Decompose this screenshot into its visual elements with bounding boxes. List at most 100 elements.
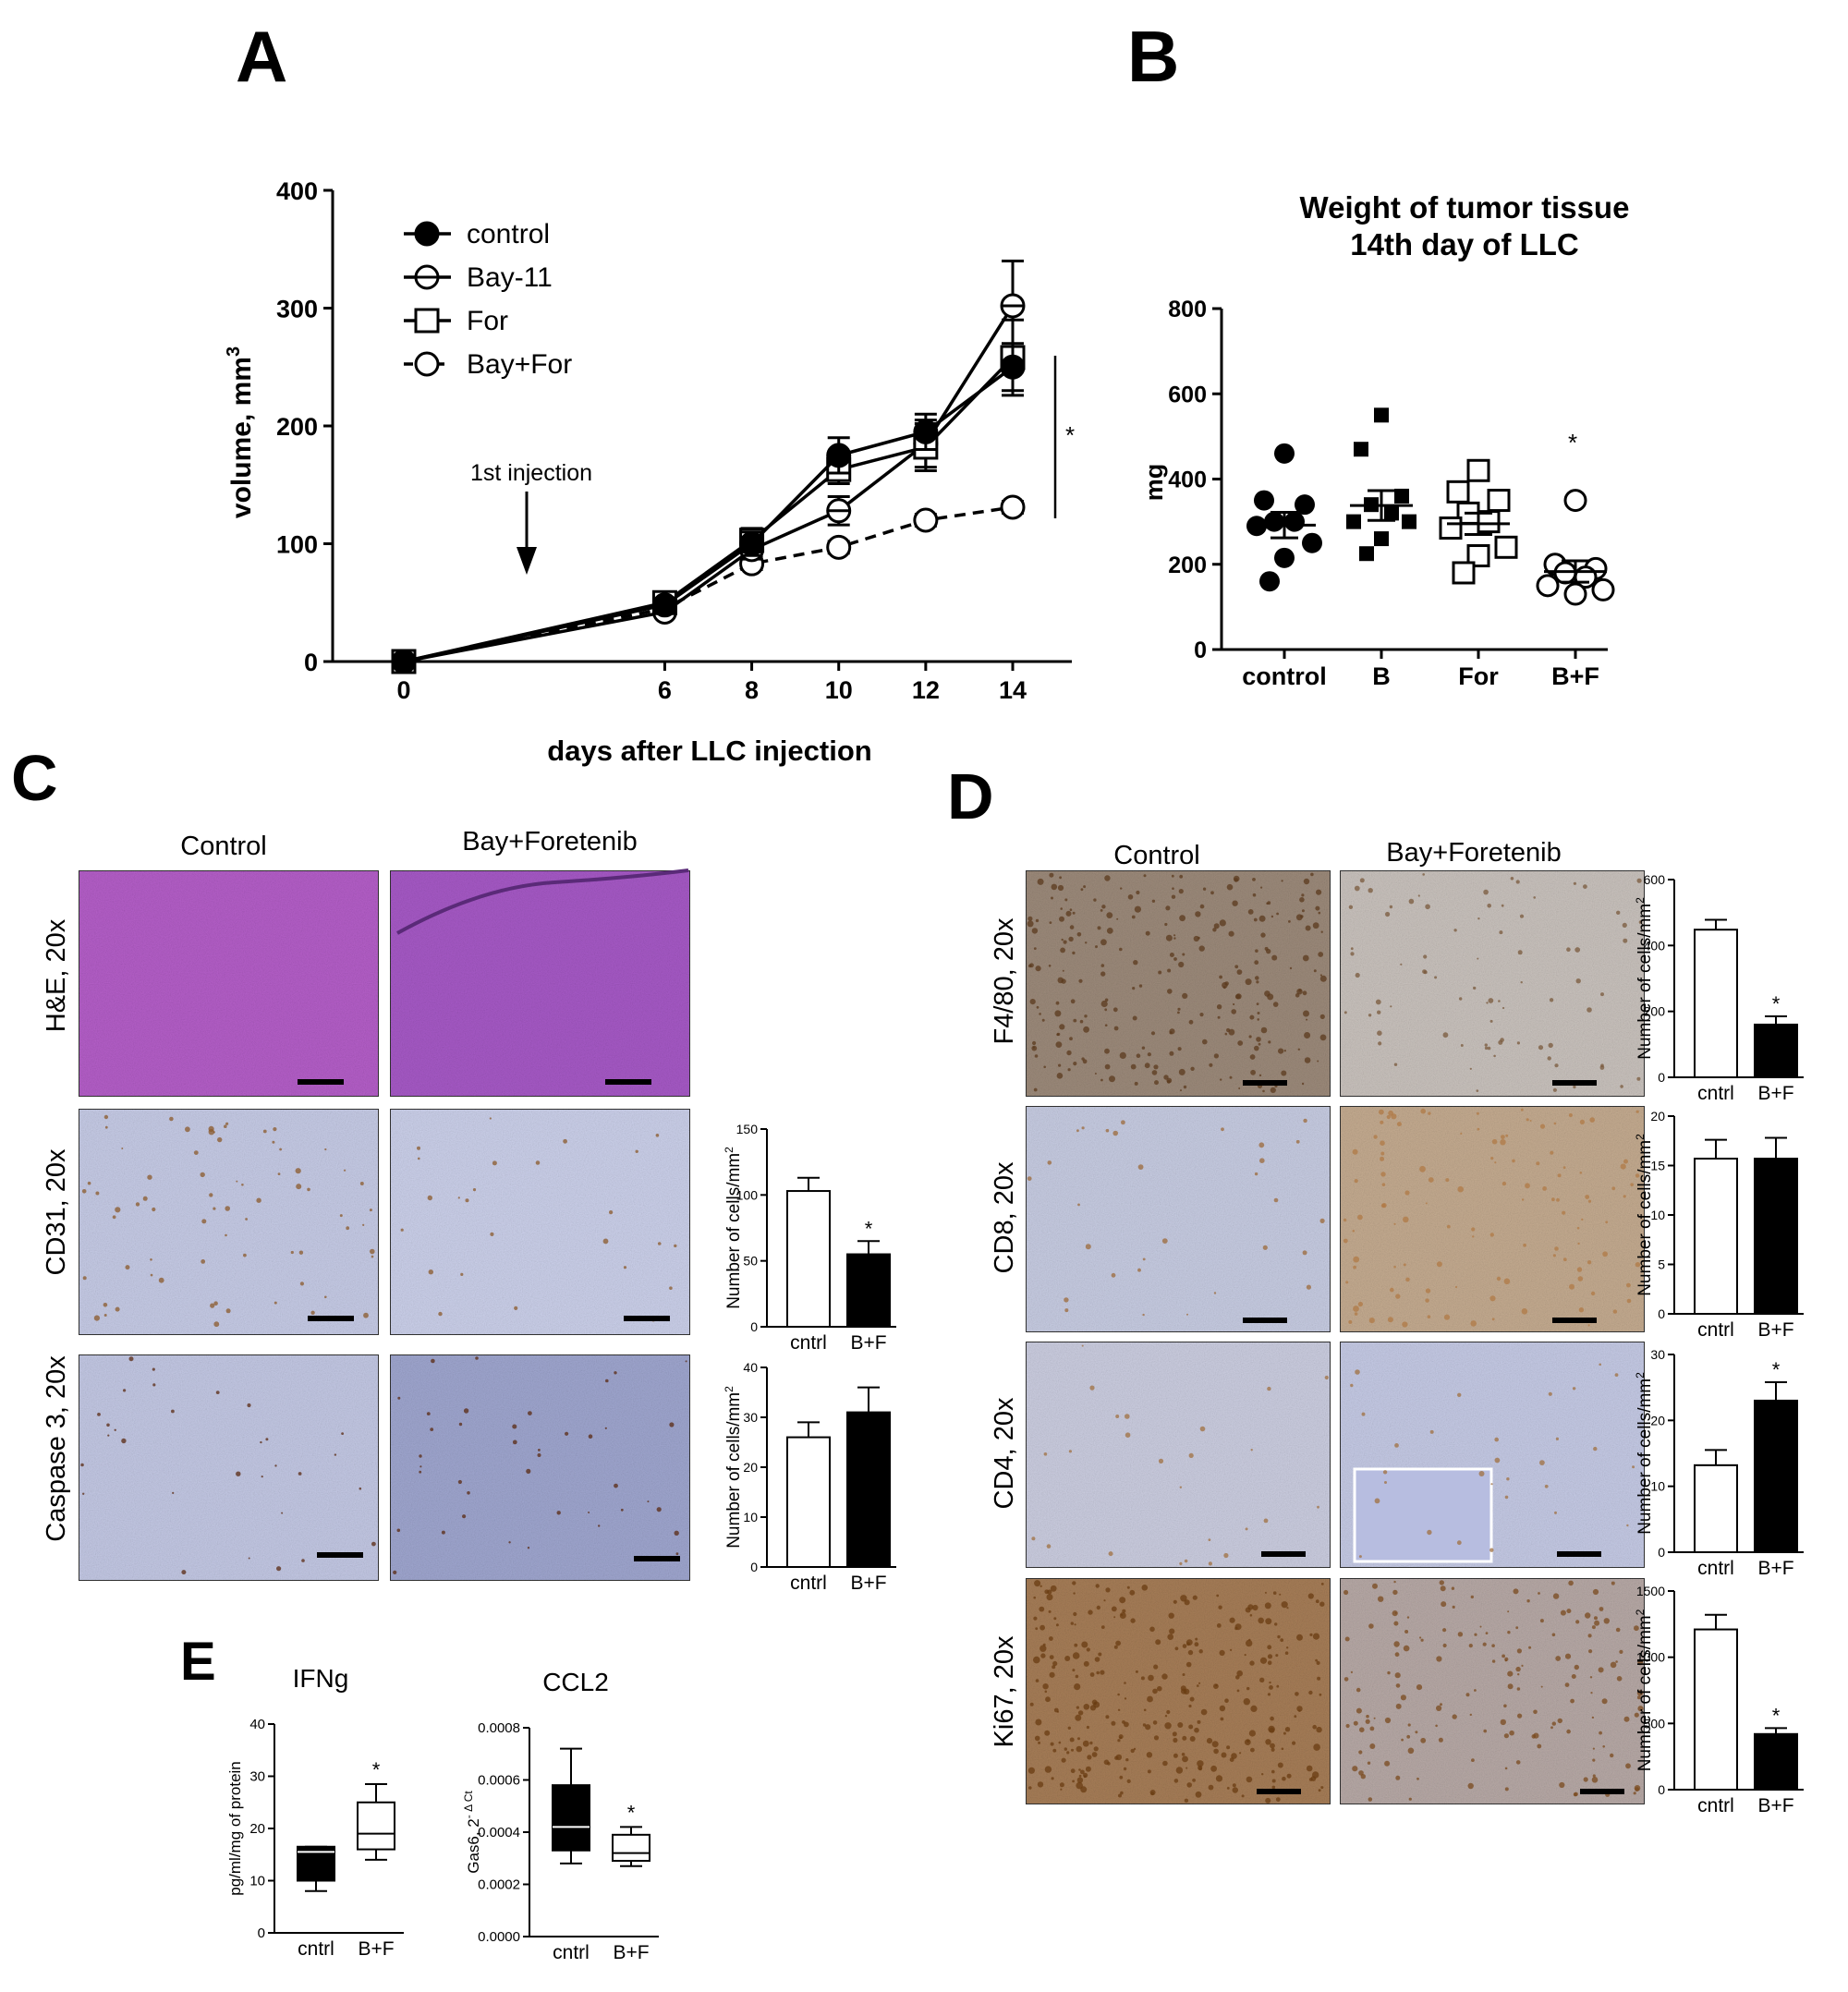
stain-speck bbox=[1077, 1203, 1080, 1207]
chart-b-ytick-label: 400 bbox=[1168, 468, 1207, 493]
chart-a-legend-label: Bay-11 bbox=[467, 262, 553, 293]
stain-speck bbox=[1393, 1580, 1396, 1584]
stain-speck bbox=[1319, 1014, 1325, 1019]
scale-bar bbox=[1552, 1318, 1597, 1323]
stain-speck bbox=[1172, 1731, 1177, 1737]
stain-speck bbox=[1350, 1670, 1353, 1673]
stain-speck bbox=[1040, 1653, 1046, 1658]
stain-speck bbox=[1149, 1626, 1155, 1633]
stain-speck bbox=[1035, 966, 1041, 972]
stain-speck bbox=[1548, 1042, 1553, 1049]
micrograph-c-cd31-control bbox=[78, 1108, 380, 1336]
stain-speck bbox=[1439, 1580, 1445, 1585]
stain-speck bbox=[1416, 1777, 1419, 1780]
panel-d-stain-dots bbox=[1027, 872, 1644, 1804]
stain-speck bbox=[1393, 1063, 1398, 1066]
stain-speck bbox=[1100, 1625, 1105, 1629]
chart-b-point bbox=[1487, 489, 1511, 513]
stain-speck bbox=[1490, 1483, 1493, 1486]
stain-speck bbox=[669, 1286, 673, 1290]
stain-speck bbox=[1496, 1276, 1502, 1281]
stain-speck bbox=[1404, 1190, 1410, 1196]
stain-speck bbox=[1241, 1794, 1245, 1798]
small-chart-bar-cntrl bbox=[1694, 1628, 1738, 1791]
small-chart-ytick-label: 500 bbox=[1644, 1716, 1666, 1731]
stain-speck bbox=[1377, 1030, 1382, 1036]
stain-speck bbox=[1148, 1674, 1154, 1682]
stain-speck bbox=[1045, 1696, 1051, 1703]
stain-speck bbox=[95, 1191, 100, 1196]
stain-speck bbox=[1178, 1068, 1185, 1075]
stain-speck bbox=[1536, 1161, 1540, 1166]
stain-speck bbox=[1182, 1735, 1187, 1741]
stain-speck bbox=[647, 1500, 650, 1503]
chart-a-tumor-volume: 0 100 200 300 400 0 6 8 10 12 14 control Bay-11 For B… bbox=[224, 177, 1075, 767]
chart-a-xtick-label: 12 bbox=[912, 676, 940, 704]
stain-speck bbox=[1443, 1314, 1451, 1320]
scale-bar bbox=[308, 1316, 354, 1321]
stain-speck bbox=[1494, 1457, 1501, 1464]
stain-speck bbox=[1400, 1694, 1406, 1701]
stain-speck bbox=[369, 1209, 372, 1212]
stain-speck bbox=[1069, 908, 1073, 911]
stain-speck bbox=[1276, 912, 1279, 916]
stain-speck bbox=[1366, 1714, 1369, 1719]
stain-speck bbox=[1602, 1745, 1605, 1748]
stain-speck bbox=[1601, 1698, 1608, 1705]
stain-speck bbox=[1233, 1002, 1235, 1006]
stain-speck bbox=[1271, 954, 1278, 961]
stain-speck bbox=[1083, 1660, 1089, 1667]
stain-speck bbox=[1515, 1666, 1521, 1672]
stain-speck bbox=[1120, 887, 1123, 890]
stain-speck bbox=[1633, 1792, 1636, 1795]
stain-speck bbox=[1471, 1227, 1476, 1232]
stain-speck bbox=[1554, 1063, 1559, 1068]
stain-speck bbox=[1065, 910, 1072, 917]
stain-speck bbox=[1072, 1581, 1076, 1585]
chart-b-point bbox=[1374, 531, 1389, 547]
chart-b-ytick-label: 200 bbox=[1168, 553, 1207, 578]
stain-speck bbox=[260, 1440, 262, 1444]
stain-speck bbox=[1557, 1718, 1563, 1724]
chart-b-point bbox=[1295, 494, 1315, 516]
small-chart-xtick-label: cntrl bbox=[790, 1332, 827, 1354]
stain-speck bbox=[114, 1428, 116, 1432]
scale-bar bbox=[1261, 1551, 1306, 1557]
chart-c-casp3: 0 10 20 30 40 cntrl B+F Number of cells/mm2 bbox=[723, 1360, 896, 1594]
stain-speck bbox=[1219, 1705, 1226, 1712]
stain-speck bbox=[1283, 1050, 1287, 1052]
stain-speck bbox=[1177, 1722, 1184, 1728]
stain-speck bbox=[1469, 1067, 1472, 1070]
stain-speck bbox=[1491, 1659, 1496, 1663]
stain-speck bbox=[1478, 1471, 1485, 1476]
stain-speck bbox=[1305, 925, 1311, 931]
stain-speck bbox=[1058, 1063, 1062, 1067]
stain-speck bbox=[1256, 980, 1259, 984]
small-chart-ylabel-base: Number of cells/mm bbox=[1635, 1140, 1655, 1296]
stain-speck bbox=[1195, 1637, 1198, 1641]
stain-speck bbox=[1052, 1665, 1056, 1670]
stain-speck bbox=[1064, 898, 1068, 902]
stain-speck bbox=[299, 1281, 304, 1286]
stain-speck bbox=[1599, 1607, 1604, 1611]
stain-speck bbox=[1420, 1108, 1426, 1114]
stain-speck bbox=[1073, 1062, 1077, 1066]
stain-speck bbox=[1551, 1633, 1556, 1637]
stain-speck bbox=[1260, 1026, 1268, 1034]
stain-speck bbox=[1068, 936, 1074, 942]
stain-speck bbox=[1173, 934, 1176, 937]
stain-speck bbox=[1052, 1748, 1057, 1753]
stain-speck bbox=[1623, 1716, 1630, 1722]
stain-speck bbox=[1315, 1658, 1318, 1662]
stain-speck bbox=[1236, 1670, 1243, 1677]
stain-speck bbox=[1198, 936, 1200, 940]
stain-speck bbox=[1096, 1670, 1100, 1675]
chart-b-ytick-label: 0 bbox=[1194, 638, 1207, 663]
stain-speck bbox=[1474, 1689, 1477, 1692]
stain-speck bbox=[1637, 1659, 1644, 1666]
stain-speck bbox=[1041, 1018, 1045, 1022]
stain-speck bbox=[1185, 1661, 1192, 1668]
stain-speck bbox=[417, 1146, 420, 1150]
chart-a-annotation: 1st injection bbox=[470, 460, 592, 486]
micrograph-d-f480-treated bbox=[1339, 869, 1646, 1098]
